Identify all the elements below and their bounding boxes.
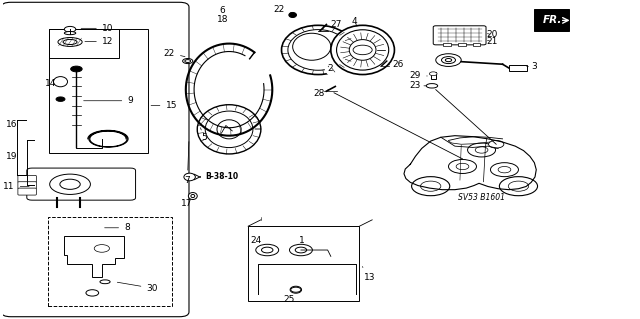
Ellipse shape <box>324 55 363 80</box>
Circle shape <box>295 247 307 253</box>
Circle shape <box>442 56 456 63</box>
Ellipse shape <box>100 280 110 284</box>
Circle shape <box>50 174 90 195</box>
Ellipse shape <box>188 193 197 199</box>
Text: 20: 20 <box>486 30 498 39</box>
Circle shape <box>490 163 518 177</box>
Text: 12: 12 <box>85 37 113 46</box>
Circle shape <box>445 58 452 62</box>
Ellipse shape <box>65 32 76 35</box>
Text: 4: 4 <box>352 17 358 26</box>
Text: 16: 16 <box>6 120 18 129</box>
Text: 7: 7 <box>184 142 190 185</box>
Text: 27: 27 <box>324 20 342 29</box>
Circle shape <box>353 45 372 55</box>
Text: 2: 2 <box>328 64 333 73</box>
Text: SV53 B1601: SV53 B1601 <box>458 193 505 202</box>
Ellipse shape <box>288 30 348 70</box>
Ellipse shape <box>349 40 376 60</box>
Text: 22: 22 <box>274 5 292 14</box>
Circle shape <box>60 179 80 189</box>
Circle shape <box>488 140 504 148</box>
Circle shape <box>56 97 65 101</box>
Text: 23: 23 <box>410 81 426 90</box>
Circle shape <box>94 245 109 252</box>
Circle shape <box>420 181 441 191</box>
Circle shape <box>70 66 82 72</box>
Text: 17: 17 <box>181 199 193 208</box>
Circle shape <box>65 26 76 32</box>
Circle shape <box>498 167 511 173</box>
Ellipse shape <box>217 120 241 139</box>
Bar <box>458 43 466 46</box>
Text: 19: 19 <box>6 152 18 161</box>
Text: 10: 10 <box>81 24 113 33</box>
Circle shape <box>289 244 312 256</box>
FancyBboxPatch shape <box>18 188 36 195</box>
Ellipse shape <box>426 84 438 88</box>
Ellipse shape <box>290 286 301 293</box>
Text: 26: 26 <box>388 60 404 69</box>
Circle shape <box>291 287 301 292</box>
Ellipse shape <box>205 111 253 148</box>
Circle shape <box>436 54 461 66</box>
Text: FR.: FR. <box>543 15 562 25</box>
Text: 18: 18 <box>217 15 228 24</box>
FancyBboxPatch shape <box>534 9 570 31</box>
Ellipse shape <box>282 25 355 75</box>
Text: 21: 21 <box>486 37 498 46</box>
FancyBboxPatch shape <box>27 168 136 200</box>
FancyBboxPatch shape <box>433 26 486 45</box>
Text: 11: 11 <box>3 182 29 191</box>
Circle shape <box>456 163 469 170</box>
Ellipse shape <box>191 195 195 197</box>
Text: 24: 24 <box>251 236 262 245</box>
Circle shape <box>449 160 476 174</box>
Ellipse shape <box>289 12 296 18</box>
Circle shape <box>508 181 529 191</box>
Text: 25: 25 <box>284 295 295 304</box>
Ellipse shape <box>331 25 394 75</box>
Text: 1: 1 <box>300 236 305 245</box>
Bar <box>444 43 451 46</box>
FancyBboxPatch shape <box>18 175 36 182</box>
Bar <box>509 65 527 70</box>
Text: 13: 13 <box>362 267 376 281</box>
Text: 29: 29 <box>410 71 428 80</box>
Ellipse shape <box>185 60 191 63</box>
Ellipse shape <box>337 30 388 70</box>
Text: 30: 30 <box>117 282 158 293</box>
Text: 28: 28 <box>313 89 329 98</box>
Circle shape <box>412 177 450 196</box>
Bar <box>473 43 480 46</box>
Polygon shape <box>64 236 124 277</box>
Text: 14: 14 <box>45 79 56 88</box>
Bar <box>431 72 436 79</box>
Text: 22: 22 <box>164 48 185 58</box>
Circle shape <box>86 290 99 296</box>
Ellipse shape <box>292 33 331 60</box>
Ellipse shape <box>197 105 261 154</box>
Text: B-38-10: B-38-10 <box>205 173 239 182</box>
Ellipse shape <box>63 40 77 45</box>
Circle shape <box>468 143 495 157</box>
Text: 5: 5 <box>200 128 207 142</box>
Circle shape <box>256 244 278 256</box>
Circle shape <box>476 147 488 153</box>
FancyBboxPatch shape <box>18 182 36 189</box>
Text: 9: 9 <box>84 96 133 105</box>
Ellipse shape <box>54 77 67 87</box>
Text: 15: 15 <box>151 101 177 110</box>
Circle shape <box>262 247 273 253</box>
Ellipse shape <box>182 58 193 63</box>
Text: 6: 6 <box>220 6 225 15</box>
Circle shape <box>499 177 538 196</box>
Ellipse shape <box>184 173 195 181</box>
Text: 3: 3 <box>527 62 537 71</box>
Circle shape <box>429 72 437 76</box>
Ellipse shape <box>58 38 82 47</box>
Text: 8: 8 <box>104 223 130 232</box>
